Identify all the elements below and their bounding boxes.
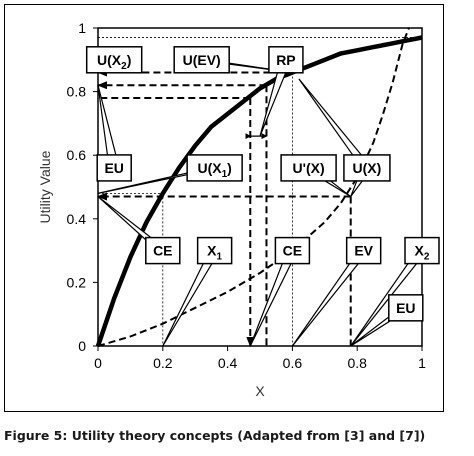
callout-box — [268, 46, 304, 74]
series-layer — [95, 27, 423, 347]
callout-box — [404, 236, 440, 265]
x-axis-label: X — [255, 383, 265, 399]
reference-lines — [97, 37, 422, 347]
x-tick-label: 0 — [94, 355, 102, 371]
callout-label: EU — [104, 160, 123, 176]
callout-box — [145, 236, 181, 265]
figure-frame — [4, 4, 444, 412]
callout-label: RP — [276, 52, 295, 68]
callout-box — [173, 46, 230, 74]
callout-box — [96, 154, 132, 182]
y-tick-label: 0 — [78, 338, 86, 354]
callout-box — [343, 154, 391, 182]
callout-label: U'(X) — [293, 160, 325, 176]
callout-pointer — [249, 250, 299, 347]
callout-pointer — [291, 250, 370, 347]
y-tick-label: 0.2 — [67, 274, 87, 290]
callout-label: CE — [153, 243, 172, 259]
callout-label: EU — [396, 300, 415, 316]
callout-label: EV — [354, 243, 373, 259]
callout-label: U(EV) — [183, 52, 221, 68]
x-tick-label: 0.2 — [153, 355, 173, 371]
callout-label: U(X) — [353, 160, 382, 176]
x-tick-label: 0.4 — [218, 355, 238, 371]
utility-curve-concave — [95, 35, 423, 347]
callout-box — [85, 46, 143, 74]
callout-box — [345, 236, 382, 265]
utility-curve-convex — [97, 27, 410, 347]
callout-box — [274, 236, 311, 265]
y-tick-label: 0.4 — [67, 211, 87, 227]
callout-box — [196, 236, 233, 265]
plot-area — [97, 27, 423, 347]
y-axis-label: Utility Value — [37, 150, 53, 223]
y-tick-label: 0.8 — [67, 84, 87, 100]
y-tick-label: 0.6 — [67, 147, 87, 163]
x-tick-label: 0.8 — [347, 355, 367, 371]
x-tick-label: 1 — [418, 355, 426, 371]
ticks: 0 0.2 0.4 0.6 0.8 1 0 0.2 0.4 0.6 0.8 1 — [67, 20, 427, 371]
figure-caption: Figure 5: Utility theory concepts (Adapt… — [4, 428, 426, 443]
callout-box — [186, 154, 243, 182]
callout-box — [388, 294, 424, 322]
x-tick-label: 0.6 — [283, 355, 303, 371]
callout-pointer — [162, 250, 221, 347]
callout-label: CE — [283, 243, 302, 259]
callout-box — [280, 154, 337, 182]
y-tick-label: 1 — [78, 20, 86, 36]
